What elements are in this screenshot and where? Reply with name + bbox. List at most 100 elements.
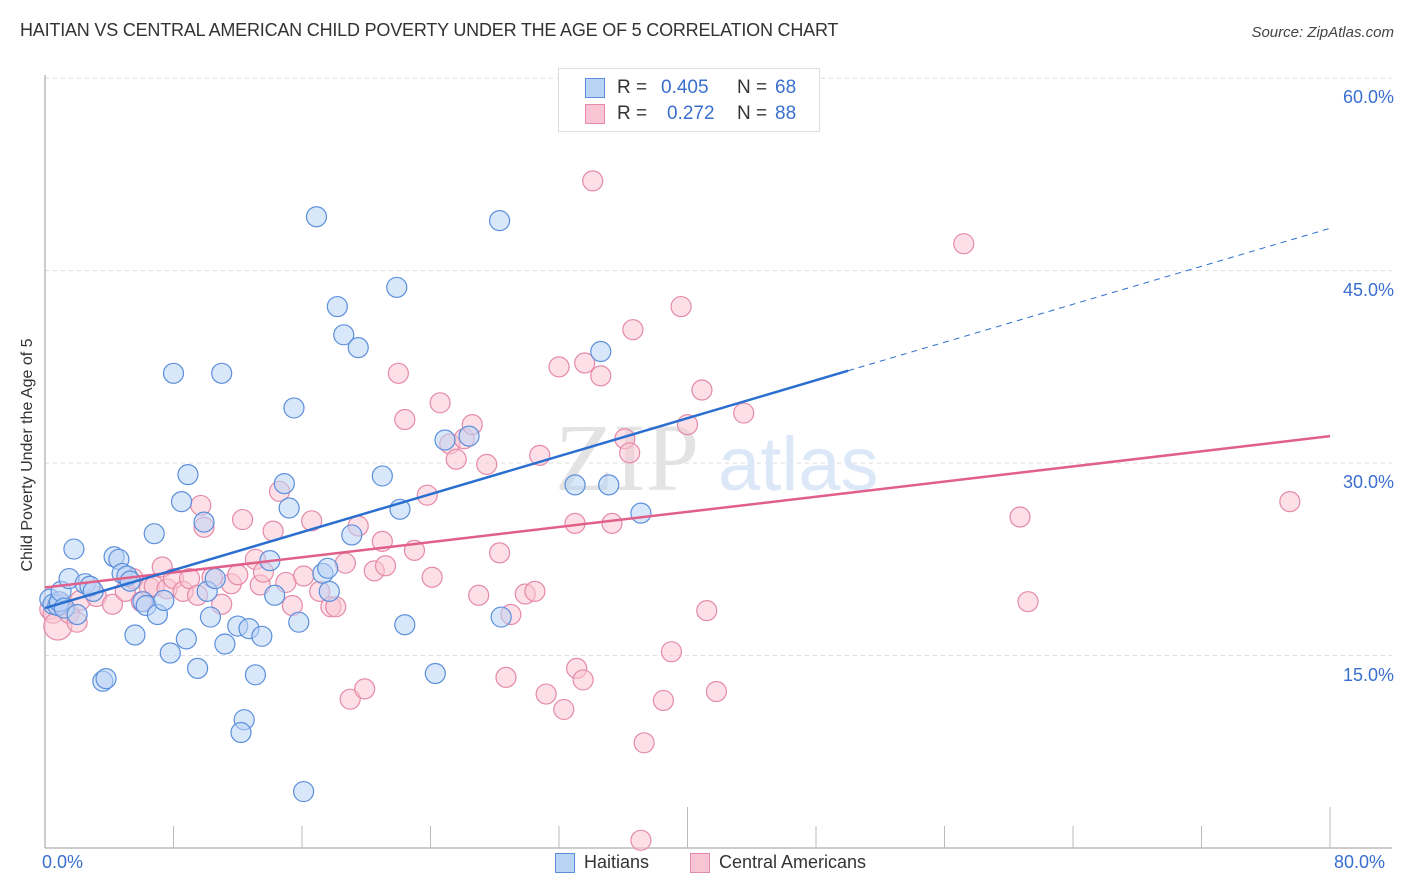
central-american-point bbox=[691, 379, 713, 401]
central-american-point bbox=[953, 233, 975, 255]
haitian-point bbox=[153, 589, 175, 611]
central-american-point bbox=[421, 566, 443, 588]
central-american-point bbox=[387, 362, 409, 384]
central-american-point bbox=[574, 352, 596, 374]
trend-lines bbox=[44, 227, 1331, 610]
haitian-point bbox=[177, 464, 199, 486]
haitian-point bbox=[288, 611, 310, 633]
haitian-point bbox=[293, 780, 315, 803]
central-american-point bbox=[696, 600, 718, 622]
haitian-point bbox=[95, 668, 117, 690]
haitian-point bbox=[564, 474, 586, 496]
r-value: 0.272 bbox=[667, 103, 715, 124]
y-tick-label: 30.0% bbox=[1342, 472, 1394, 493]
axes bbox=[44, 75, 1392, 849]
central-american-point bbox=[652, 689, 675, 712]
central-american-point bbox=[622, 319, 644, 341]
haitian-point bbox=[488, 210, 511, 232]
haitian-point bbox=[214, 633, 236, 655]
central-american-point bbox=[619, 442, 641, 464]
haitian-point bbox=[590, 340, 612, 363]
central-american-point bbox=[633, 732, 655, 754]
central-american-point bbox=[445, 448, 467, 470]
y-tick-label: 45.0% bbox=[1342, 279, 1394, 300]
n-label: N = bbox=[737, 77, 768, 98]
central-american-point bbox=[429, 392, 451, 414]
central-american-point bbox=[535, 683, 557, 705]
legend-label: Haitians bbox=[584, 852, 650, 872]
legend-item-central-americans[interactable]: Central Americans bbox=[690, 852, 866, 873]
haitian-point bbox=[251, 625, 273, 647]
r-value: 0.405 bbox=[661, 77, 709, 98]
central-american-point bbox=[524, 580, 546, 603]
central-american-point bbox=[601, 512, 623, 535]
central-american-point bbox=[582, 170, 604, 192]
source-label: Source: ZipAtlas.com bbox=[1251, 24, 1394, 41]
central-american-point bbox=[354, 678, 376, 700]
central-american-point bbox=[572, 669, 594, 691]
central-american-point bbox=[334, 552, 356, 574]
legend-item-haitians[interactable]: Haitians bbox=[555, 852, 649, 873]
haitian-point bbox=[371, 465, 393, 487]
haitian-point bbox=[66, 603, 88, 626]
haitian-point bbox=[273, 473, 295, 495]
central-american-point bbox=[394, 408, 416, 431]
haitian-point bbox=[162, 362, 185, 384]
central-american-point bbox=[101, 593, 124, 615]
haitian-point bbox=[347, 337, 369, 359]
central-american-point bbox=[231, 508, 254, 531]
haitian-point bbox=[264, 584, 286, 606]
haitian-point bbox=[394, 614, 416, 636]
haitian-point bbox=[278, 497, 300, 519]
haitian-point bbox=[175, 628, 197, 650]
central-american-point bbox=[670, 295, 692, 318]
central-american-point bbox=[590, 365, 612, 387]
haitian-point bbox=[230, 721, 252, 744]
central-american-trend-line bbox=[44, 434, 1331, 589]
legend-row-central-americans: R = 0.272 N = 88 bbox=[585, 102, 796, 126]
haitian-point bbox=[386, 276, 408, 298]
haitian-point bbox=[630, 502, 652, 524]
haitian-point bbox=[317, 557, 339, 579]
haitian-point bbox=[318, 580, 340, 603]
y-tick-label: 60.0% bbox=[1342, 87, 1394, 108]
central-american-point bbox=[488, 542, 511, 564]
central-american-point bbox=[468, 584, 490, 606]
haitian-point bbox=[434, 429, 456, 451]
central-american-point bbox=[630, 829, 652, 851]
central-american-swatch bbox=[690, 852, 710, 873]
chart-title: HAITIAN VS CENTRAL AMERICAN CHILD POVERT… bbox=[20, 20, 839, 40]
central-american-point bbox=[476, 453, 498, 475]
haitian-point bbox=[193, 511, 215, 533]
haitian-point bbox=[143, 523, 165, 545]
haitian-point bbox=[326, 295, 348, 318]
central-american-point bbox=[301, 510, 323, 532]
haitian-point bbox=[341, 524, 363, 546]
r-label: R = bbox=[617, 77, 648, 98]
haitian-point bbox=[333, 324, 355, 346]
correlation-legend: R = 0.405 N = 68 R = 0.272 N = 88 bbox=[558, 68, 820, 132]
haitian-point bbox=[211, 362, 233, 384]
n-value: 68 bbox=[775, 77, 797, 98]
haitian-point bbox=[204, 567, 226, 590]
n-value: 88 bbox=[775, 103, 797, 124]
central-american-point bbox=[733, 402, 755, 424]
central-american-point bbox=[339, 688, 361, 710]
haitian-point bbox=[244, 664, 267, 686]
central-american-point bbox=[1009, 506, 1031, 528]
legend-label: Central Americans bbox=[719, 852, 867, 872]
central-american-point bbox=[374, 555, 397, 577]
haitian-point bbox=[124, 624, 146, 646]
haitian-swatch bbox=[555, 852, 575, 873]
central-american-point bbox=[293, 565, 315, 587]
haitian-point bbox=[305, 206, 328, 228]
x-tick-label-min: 0.0% bbox=[42, 852, 84, 872]
central-american-point bbox=[548, 356, 570, 378]
gridlines bbox=[45, 77, 1392, 657]
haitian-points bbox=[39, 206, 652, 803]
legend-row-haitians: R = 0.405 N = 68 bbox=[585, 76, 796, 100]
central-american-point bbox=[1279, 490, 1301, 513]
haitian-trend-extension bbox=[847, 227, 1331, 372]
n-label: N = bbox=[737, 103, 768, 124]
